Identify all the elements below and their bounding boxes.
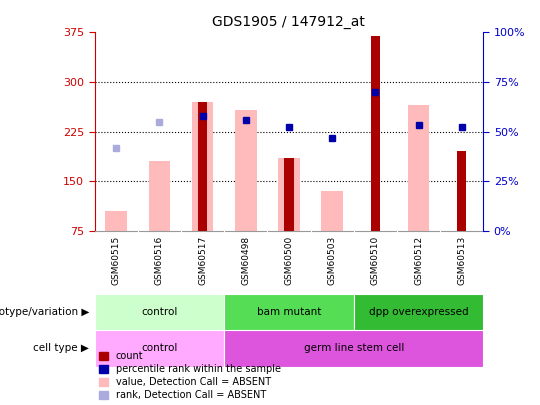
Bar <box>370 36 380 231</box>
Text: GSM60513: GSM60513 <box>457 236 466 285</box>
Text: GSM60515: GSM60515 <box>112 236 120 285</box>
Text: cell type ▶: cell type ▶ <box>33 343 89 353</box>
Bar <box>198 102 207 231</box>
Bar <box>224 330 483 367</box>
Bar <box>94 294 224 330</box>
Bar <box>278 158 300 231</box>
Text: control: control <box>141 307 178 317</box>
Text: GSM60503: GSM60503 <box>328 236 336 285</box>
Text: germ line stem cell: germ line stem cell <box>303 343 404 353</box>
Legend: count, percentile rank within the sample, value, Detection Call = ABSENT, rank, : count, percentile rank within the sample… <box>99 352 281 400</box>
Text: control: control <box>141 343 178 353</box>
Text: GSM60498: GSM60498 <box>241 236 250 285</box>
Bar <box>321 191 343 231</box>
Text: GSM60512: GSM60512 <box>414 236 423 285</box>
Bar <box>224 294 354 330</box>
Text: dpp overexpressed: dpp overexpressed <box>369 307 468 317</box>
Text: GSM60517: GSM60517 <box>198 236 207 285</box>
Bar <box>192 102 213 231</box>
Text: GSM60510: GSM60510 <box>371 236 380 285</box>
Text: bam mutant: bam mutant <box>256 307 321 317</box>
Bar <box>284 158 294 231</box>
Text: GSM60500: GSM60500 <box>285 236 293 285</box>
Bar <box>105 211 127 231</box>
Text: genotype/variation ▶: genotype/variation ▶ <box>0 307 89 317</box>
Bar <box>457 151 467 231</box>
Title: GDS1905 / 147912_at: GDS1905 / 147912_at <box>212 15 366 29</box>
Bar <box>94 330 224 367</box>
Bar <box>408 105 429 231</box>
Bar <box>354 294 483 330</box>
Bar <box>148 161 170 231</box>
Text: GSM60516: GSM60516 <box>155 236 164 285</box>
Bar <box>235 110 256 231</box>
